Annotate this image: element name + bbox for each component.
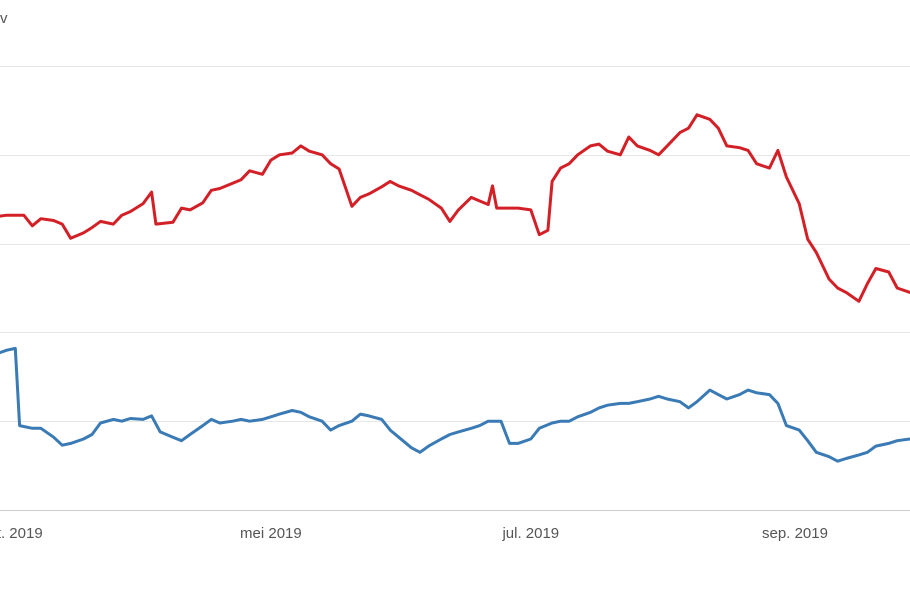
x-tick-label: sep. 2019 [762,525,828,542]
grid-lines [0,66,910,422]
series-line-2 [0,346,910,463]
x-tick-labels: mrt. 2019 mei 2019 jul. 2019 sep. 2019 [0,525,828,542]
corner-label: v [0,10,8,27]
series-line-1 [0,113,910,303]
x-tick-label: jul. 2019 [501,525,559,542]
series-group [0,113,910,463]
x-tick-label: mrt. 2019 [0,525,43,542]
x-tick-label: mei 2019 [240,525,302,542]
